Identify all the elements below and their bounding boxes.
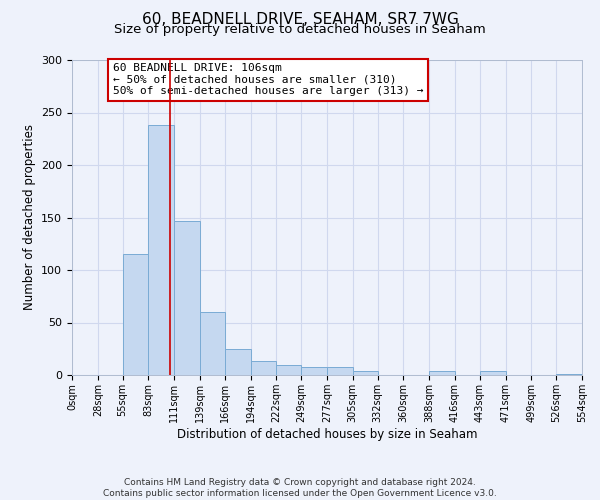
Bar xyxy=(353,371,377,375)
Bar xyxy=(301,366,327,375)
Bar xyxy=(251,362,277,375)
Bar xyxy=(556,374,582,375)
Bar xyxy=(200,312,225,375)
Bar xyxy=(225,349,251,375)
Bar xyxy=(277,364,301,375)
X-axis label: Distribution of detached houses by size in Seaham: Distribution of detached houses by size … xyxy=(177,428,477,440)
Bar xyxy=(122,254,148,375)
Text: Size of property relative to detached houses in Seaham: Size of property relative to detached ho… xyxy=(114,22,486,36)
Text: Contains HM Land Registry data © Crown copyright and database right 2024.
Contai: Contains HM Land Registry data © Crown c… xyxy=(103,478,497,498)
Bar xyxy=(429,371,455,375)
Bar xyxy=(480,371,506,375)
Y-axis label: Number of detached properties: Number of detached properties xyxy=(23,124,35,310)
Text: 60 BEADNELL DRIVE: 106sqm
← 50% of detached houses are smaller (310)
50% of semi: 60 BEADNELL DRIVE: 106sqm ← 50% of detac… xyxy=(113,63,424,96)
Bar xyxy=(148,125,174,375)
Text: 60, BEADNELL DRIVE, SEAHAM, SR7 7WG: 60, BEADNELL DRIVE, SEAHAM, SR7 7WG xyxy=(142,12,458,28)
Bar xyxy=(327,366,353,375)
Bar xyxy=(174,220,200,375)
